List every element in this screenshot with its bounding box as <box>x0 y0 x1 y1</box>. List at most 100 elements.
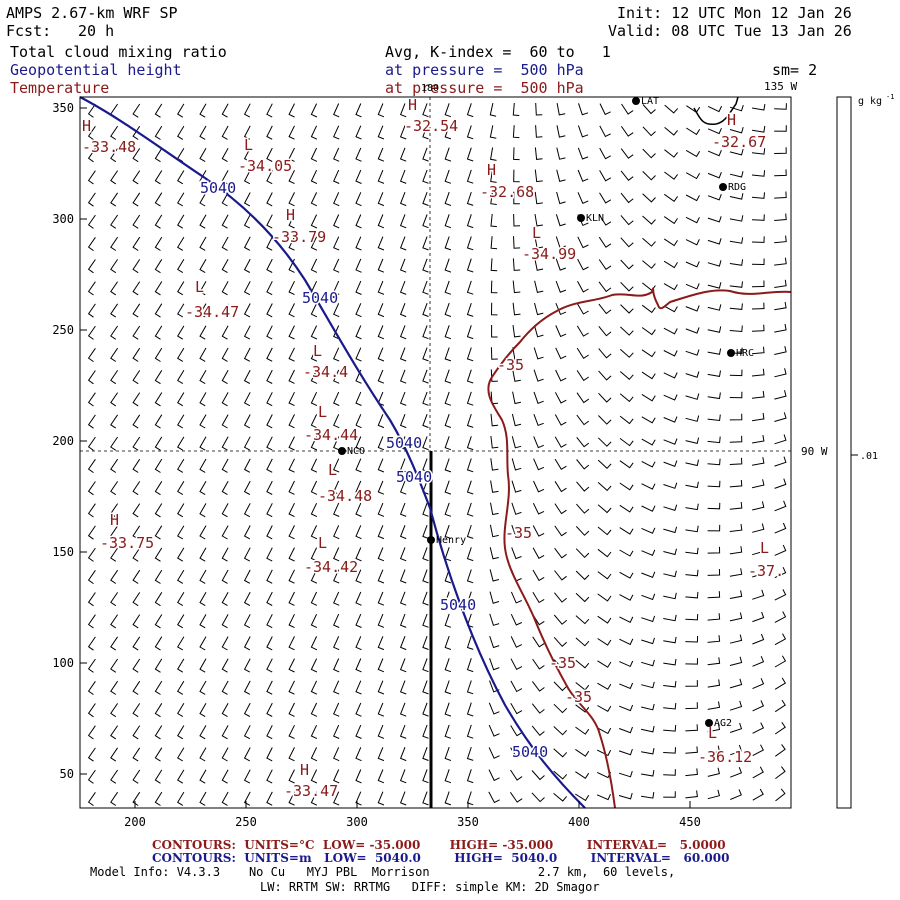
wind-barb <box>355 258 362 273</box>
wind-barb <box>729 435 743 443</box>
wind-barb <box>641 483 656 490</box>
wind-barb <box>707 238 722 245</box>
wind-barb <box>199 591 207 607</box>
wind-barb <box>221 747 229 762</box>
wind-barb <box>310 769 318 784</box>
wind-barb <box>775 744 786 757</box>
wind-barb <box>310 547 318 562</box>
plot-frame <box>79 96 792 809</box>
station-label: RDG <box>728 182 746 193</box>
wind-barb <box>729 457 743 465</box>
wind-barb <box>466 658 474 673</box>
wind-barb <box>288 414 295 429</box>
wind-barb <box>510 591 522 604</box>
model-info: Model Info: V4.3.3 No Cu MYJ PBL Morriso… <box>90 865 676 879</box>
y-tick-label: 350 <box>52 101 74 115</box>
wind-barb <box>355 547 362 562</box>
wind-barb <box>310 169 318 185</box>
forecast-label: Fcst: <box>6 22 52 40</box>
wind-barb <box>154 458 163 473</box>
wind-barb <box>685 261 700 268</box>
wind-barb <box>466 125 474 140</box>
wind-barb <box>774 390 787 400</box>
wind-barb <box>132 458 141 473</box>
extremum-value: -34.48 <box>318 487 372 505</box>
wind-barb <box>288 147 295 162</box>
wind-barb <box>774 677 786 690</box>
wind-barb <box>729 678 743 689</box>
wind-barb <box>221 769 229 784</box>
wind-barb <box>154 281 163 296</box>
wind-barb <box>663 238 678 247</box>
wind-barb <box>87 259 96 274</box>
wind-barb <box>707 216 722 223</box>
wind-barb <box>707 194 722 201</box>
wind-barb <box>466 169 474 184</box>
wind-barb <box>663 614 677 622</box>
wind-barbs <box>87 102 787 807</box>
wind-barb <box>310 658 318 673</box>
wind-barb <box>513 147 520 161</box>
wind-barb <box>707 701 721 710</box>
wind-barb <box>132 370 141 385</box>
wind-barb <box>576 503 590 514</box>
meridian-label-180: 180 <box>421 83 439 94</box>
wind-barb <box>199 214 207 229</box>
wind-barb <box>355 125 362 140</box>
wind-barb <box>110 392 119 407</box>
wind-barb <box>422 103 429 118</box>
wind-barb <box>266 147 273 162</box>
wind-barb <box>707 150 722 157</box>
wind-barb <box>243 392 251 407</box>
wind-barb <box>775 766 786 779</box>
wind-barb <box>444 613 452 628</box>
wind-barb <box>132 636 141 651</box>
wind-barb <box>490 169 497 183</box>
wind-barb <box>355 502 362 517</box>
wind-barb <box>707 745 721 755</box>
wind-barb <box>685 481 699 489</box>
wind-barb <box>598 325 612 337</box>
wind-barb <box>620 304 634 314</box>
wind-barb <box>554 414 567 426</box>
station-label: LAT <box>641 96 659 107</box>
wind-barb <box>377 636 385 651</box>
wind-barb <box>333 147 340 162</box>
wind-barb <box>355 391 362 406</box>
wind-barb <box>575 704 590 713</box>
wind-barb <box>577 281 589 293</box>
wind-barb <box>620 259 634 270</box>
x-tick-label: 400 <box>568 815 590 829</box>
wind-barb <box>642 148 656 159</box>
wind-barb <box>663 372 678 379</box>
wind-barb <box>132 325 141 340</box>
wind-barb <box>132 703 141 718</box>
wind-barb <box>444 236 452 251</box>
height-contour-label: 5040 <box>512 743 548 761</box>
wind-barb <box>177 436 185 451</box>
wind-barb <box>266 525 273 540</box>
low-marker: L <box>532 224 541 242</box>
temp-contour-label: -35 <box>565 688 592 706</box>
wind-barb <box>752 678 765 690</box>
wind-barb <box>619 438 634 447</box>
wind-barb <box>466 524 474 539</box>
wind-barb <box>575 771 590 779</box>
wind-barb <box>266 414 273 429</box>
wind-barb <box>110 236 119 251</box>
wind-barb <box>266 658 273 673</box>
wind-barb <box>199 725 207 740</box>
wind-barb <box>444 569 452 584</box>
wind-barb <box>466 547 474 562</box>
wind-barb <box>154 170 163 185</box>
wind-barb <box>685 680 698 687</box>
wind-barb <box>422 724 429 739</box>
wind-barb <box>221 258 229 274</box>
wind-barb <box>488 791 500 804</box>
wind-barb <box>533 436 544 449</box>
wind-barb <box>377 347 385 362</box>
wind-barb <box>110 192 119 207</box>
wind-barb <box>618 770 633 778</box>
wind-barb <box>132 392 141 407</box>
wind-barb <box>399 636 407 651</box>
